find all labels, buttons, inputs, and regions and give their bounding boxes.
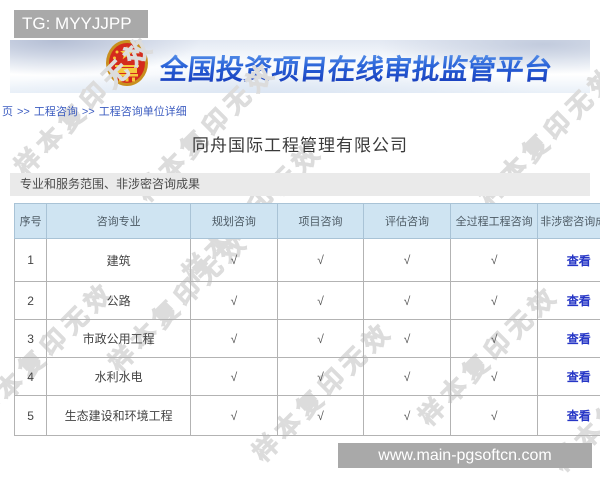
whole-process-check-cell: √ bbox=[449, 357, 539, 396]
planning-check-cell: √ bbox=[190, 238, 278, 282]
breadcrumb: 页 >> 工程咨询 >> 工程咨询单位详细 bbox=[2, 103, 187, 119]
view-link[interactable]: 查看 bbox=[566, 370, 591, 384]
view-cell: 查看 bbox=[537, 238, 600, 282]
whole-process-check-cell: √ bbox=[449, 281, 539, 320]
site-banner: 全国投资项目在线审批监管平台 bbox=[10, 40, 590, 93]
row-index-cell: 5 bbox=[13, 395, 48, 436]
column-header: 序号 bbox=[13, 203, 48, 239]
view-link[interactable]: 查看 bbox=[566, 332, 591, 346]
project-check-cell: √ bbox=[276, 281, 365, 320]
table-row: 2 公路 √ √ √ √ 查看 bbox=[13, 281, 600, 320]
evaluation-check-cell: √ bbox=[363, 395, 451, 436]
specialty-cell: 水利水电 bbox=[46, 357, 192, 396]
table-row: 5 生态建设和环境工程 √ √ √ √ 查看 bbox=[13, 395, 600, 436]
column-header: 非涉密咨询成果 bbox=[537, 203, 600, 239]
table-header-row: 序号咨询专业规划咨询项目咨询评估咨询全过程工程咨询非涉密咨询成果 bbox=[13, 203, 600, 239]
planning-check-cell: √ bbox=[190, 281, 278, 320]
table-row: 3 市政公用工程 √ √ √ √ 查看 bbox=[13, 319, 600, 358]
column-header: 评估咨询 bbox=[363, 203, 451, 239]
breadcrumb-separator: >> bbox=[17, 106, 30, 118]
platform-title: 全国投资项目在线审批监管平台 bbox=[158, 48, 582, 88]
column-header: 项目咨询 bbox=[276, 203, 365, 239]
planning-check-cell: √ bbox=[190, 357, 278, 396]
specialty-cell: 生态建设和环境工程 bbox=[46, 395, 192, 436]
breadcrumb-engineering-consulting[interactable]: 工程咨询 bbox=[33, 106, 78, 118]
table-row: 4 水利水电 √ √ √ √ 查看 bbox=[13, 357, 600, 396]
qualification-table: 序号咨询专业规划咨询项目咨询评估咨询全过程工程咨询非涉密咨询成果 1建筑√√√√… bbox=[13, 203, 600, 436]
breadcrumb-current: 工程咨询单位详细 bbox=[98, 106, 187, 118]
column-header: 咨询专业 bbox=[46, 203, 192, 239]
breadcrumb-separator: >> bbox=[81, 106, 95, 118]
project-check-cell: √ bbox=[276, 357, 365, 396]
row-index-cell: 4 bbox=[13, 357, 48, 396]
national-emblem-icon bbox=[106, 40, 148, 86]
view-cell: 查看 bbox=[537, 319, 600, 358]
evaluation-check-cell: √ bbox=[363, 238, 451, 282]
specialty-cell: 建筑 bbox=[46, 238, 192, 282]
evaluation-check-cell: √ bbox=[363, 281, 451, 320]
view-link[interactable]: 查看 bbox=[566, 409, 591, 423]
column-header: 规划咨询 bbox=[190, 203, 278, 239]
tg-contact-badge: TG: MYYJJPP bbox=[14, 10, 148, 38]
row-index-cell: 3 bbox=[13, 319, 48, 358]
section-header: 专业和服务范围、非涉密咨询成果 bbox=[10, 173, 590, 196]
site-url-badge: www.main-pgsoftcn.com bbox=[338, 443, 592, 468]
column-header: 全过程工程咨询 bbox=[449, 203, 539, 239]
row-index-cell: 2 bbox=[13, 281, 48, 320]
evaluation-check-cell: √ bbox=[363, 357, 451, 396]
results-table-body: 1 建筑 √ √ √ √ 查看 2 公路 √ √ √ √ 查看 3 市政公用工程 √ √ √ √ 查看 4 水利水电 √ √ √ √… bbox=[13, 238, 600, 436]
table-row: 1 建筑 √ √ √ √ 查看 bbox=[13, 238, 600, 282]
company-title: 同舟国际工程管理有限公司 bbox=[192, 136, 408, 155]
row-index-cell: 1 bbox=[13, 238, 48, 282]
view-cell: 查看 bbox=[537, 281, 600, 320]
evaluation-check-cell: √ bbox=[363, 319, 451, 358]
project-check-cell: √ bbox=[276, 395, 365, 436]
planning-check-cell: √ bbox=[190, 319, 278, 358]
view-link[interactable]: 查看 bbox=[566, 294, 591, 308]
breadcrumb-home[interactable]: 页 bbox=[2, 106, 13, 118]
project-check-cell: √ bbox=[276, 238, 365, 282]
view-link[interactable]: 查看 bbox=[566, 253, 591, 268]
table-head: 序号咨询专业规划咨询项目咨询评估咨询全过程工程咨询非涉密咨询成果 bbox=[13, 203, 600, 239]
whole-process-check-cell: √ bbox=[449, 319, 539, 358]
whole-process-check-cell: √ bbox=[449, 395, 539, 436]
project-check-cell: √ bbox=[276, 319, 365, 358]
specialty-cell: 市政公用工程 bbox=[46, 319, 192, 358]
view-cell: 查看 bbox=[537, 357, 600, 396]
specialty-cell: 公路 bbox=[46, 281, 192, 320]
whole-process-check-cell: √ bbox=[449, 238, 539, 282]
planning-check-cell: √ bbox=[190, 395, 278, 436]
view-cell: 查看 bbox=[537, 395, 600, 436]
